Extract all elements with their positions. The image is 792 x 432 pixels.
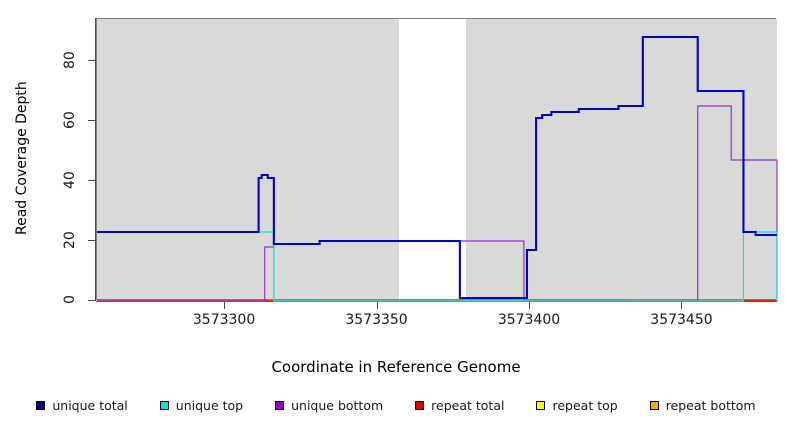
legend-label: repeat top xyxy=(552,398,618,413)
x-tick xyxy=(224,302,226,309)
y-tick-label: 40 xyxy=(62,171,78,189)
x-axis-title: Coordinate in Reference Genome xyxy=(271,358,521,376)
legend-item-repeat-total: repeat total xyxy=(415,398,504,413)
x-tick-label: 3573400 xyxy=(497,312,561,328)
shaded-region-left xyxy=(97,19,399,299)
series-line-unique-bottom xyxy=(97,105,778,302)
legend-label: unique top xyxy=(175,398,244,413)
series-line-unique-top xyxy=(97,231,778,302)
x-tick-label: 3573300 xyxy=(192,312,256,328)
shaded-region-right xyxy=(465,19,777,299)
legend-label: unique total xyxy=(52,398,128,413)
y-tick-label: 20 xyxy=(62,231,78,249)
legend-label: unique bottom xyxy=(291,398,384,413)
square-swatch-red xyxy=(415,401,425,410)
x-tick xyxy=(529,302,530,309)
plot-area xyxy=(96,18,778,302)
y-axis-line xyxy=(95,18,96,301)
y-tick xyxy=(88,60,95,61)
square-swatch-orange xyxy=(649,401,659,410)
y-tick xyxy=(88,300,95,301)
y-tick xyxy=(88,120,95,121)
x-tick-label: 3573350 xyxy=(345,312,408,328)
x-tick xyxy=(376,302,378,309)
legend-item-unique-total: unique total xyxy=(36,398,128,413)
y-tick-label: 60 xyxy=(62,111,78,129)
y-tick-label: 80 xyxy=(62,51,78,69)
y-axis-title: Read Coverage Depth xyxy=(14,81,30,235)
legend-item-unique-top: unique top xyxy=(159,398,244,413)
square-swatch-yellow xyxy=(536,401,546,410)
x-tick xyxy=(681,302,683,309)
series-lines xyxy=(97,35,778,302)
legend-label: repeat total xyxy=(431,398,505,413)
y-tick xyxy=(88,180,95,181)
chart-legend: unique total unique top unique bottom repea… xyxy=(0,398,792,413)
x-tick-label: 3573450 xyxy=(650,312,713,328)
square-swatch-purple xyxy=(275,401,285,410)
legend-item-repeat-top: repeat top xyxy=(536,398,618,413)
y-tick xyxy=(88,240,95,241)
legend-label: repeat bottom xyxy=(665,398,756,413)
legend-item-repeat-bottom: repeat bottom xyxy=(649,398,756,413)
legend-item-unique-bottom: unique bottom xyxy=(275,398,383,413)
series-line-unique-total xyxy=(97,35,777,300)
square-swatch-cyan xyxy=(159,401,169,410)
y-tick-label: 0 xyxy=(62,295,78,305)
square-swatch-navy xyxy=(36,401,46,410)
